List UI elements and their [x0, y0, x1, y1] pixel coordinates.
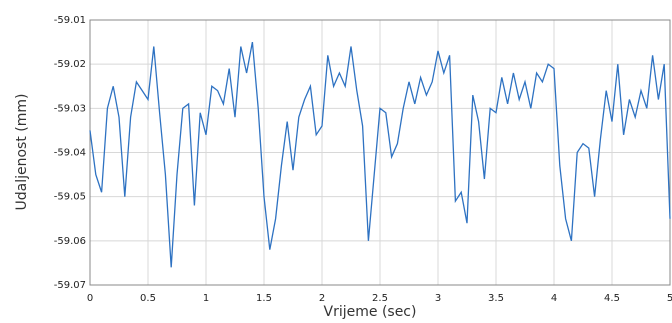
y-axis-label: Udaljenost (mm)	[14, 94, 30, 211]
x-tick-label: 0	[87, 293, 93, 304]
x-tick-label: 2	[319, 293, 325, 304]
y-tick-label: -59.04	[54, 148, 86, 159]
y-tick-label: -59.05	[54, 192, 86, 203]
x-tick-label: 1.5	[256, 293, 272, 304]
x-axis-label: Vrijeme (sec)	[324, 304, 417, 320]
plot-frame	[89, 19, 671, 286]
x-tick-label: 3.5	[488, 293, 504, 304]
y-tick-label: -59.01	[54, 15, 86, 26]
x-tick-label: 4	[551, 293, 557, 304]
x-tick-label: 5	[667, 293, 672, 304]
y-tick-label: -59.03	[54, 103, 86, 114]
x-tick-label: 1	[203, 293, 209, 304]
x-tick-label: 2.5	[372, 293, 388, 304]
x-tick-label: 3	[435, 293, 441, 304]
y-tick-label: -59.07	[54, 280, 86, 291]
data-line	[89, 41, 671, 268]
x-tick-label: 4.5	[604, 293, 620, 304]
y-tick-label: -59.02	[54, 59, 86, 70]
y-tick-label: -59.06	[54, 236, 86, 247]
x-tick-label: 0.5	[140, 293, 156, 304]
